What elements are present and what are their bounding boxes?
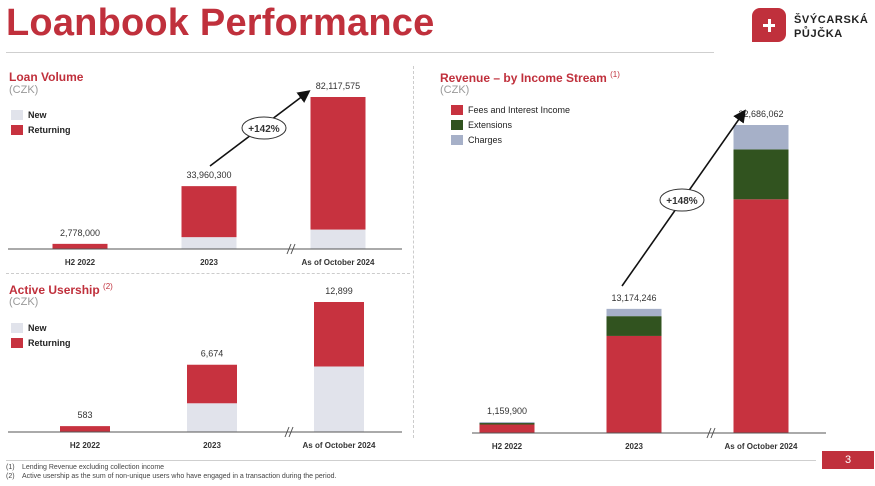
axis-break-revenue-a <box>706 427 712 439</box>
legend-item-extensions: Extensions <box>451 117 570 132</box>
data-label-revenue-1: 13,174,246 <box>611 293 656 303</box>
axis-break-loan_volume-a <box>286 243 292 255</box>
data-label-loan_volume-1: 33,960,300 <box>186 170 231 180</box>
growth-label-revenue: +148% <box>666 196 698 207</box>
data-label-active_usership-2: 12,899 <box>325 286 353 296</box>
loan-volume-title: Loan Volume <box>9 70 84 84</box>
axis-break-active_usership-b <box>288 426 294 438</box>
legend-label-fees: Fees and Interest Income <box>468 104 571 115</box>
data-label-active_usership-1: 6,674 <box>201 349 224 359</box>
active-usership-title: Active Usership (2) <box>9 282 113 297</box>
footnote-2: (2) Active usership as the sum of non-uni… <box>6 472 336 481</box>
bar-loan_volume-2-1 <box>310 97 366 230</box>
axis-break-active_usership-a <box>284 426 290 438</box>
footnote-text: Lending Revenue excluding collection inc… <box>22 464 165 471</box>
bar-revenue-2-2 <box>733 125 789 150</box>
plus-logo-icon <box>752 8 786 42</box>
legend-swatch-extensions <box>451 119 463 130</box>
footnote-number: (1) <box>6 464 15 471</box>
logo-line-1: ŠVÝCARSKÁ <box>794 14 869 26</box>
legend-swatch-returning <box>11 337 23 348</box>
tick-label-revenue-2: As of October 2024 <box>725 442 798 451</box>
axis-break-loan_volume-b <box>290 243 296 255</box>
footnotes: (1) Lending Revenue excluding collection … <box>6 463 336 481</box>
logo-text: ŠVÝCARSKÁ PŮJČKA <box>794 13 868 41</box>
bar-active_usership-1-0 <box>187 403 237 432</box>
legend-item-returning: Returning <box>11 335 71 350</box>
page-number: 3 <box>822 451 874 469</box>
logo-line-2: PŮJČKA <box>794 28 843 40</box>
company-logo: ŠVÝCARSKÁ PŮJČKA <box>752 8 872 46</box>
legend-label-new: New <box>28 322 47 333</box>
growth-label-loan-volume: +142% <box>248 124 280 135</box>
footer-divider <box>6 460 816 461</box>
active-usership-footnote-ref: (2) <box>103 282 113 291</box>
legend-swatch-new <box>11 109 23 120</box>
bar-revenue-0-2 <box>479 422 535 424</box>
legend-swatch-new <box>11 322 23 333</box>
legend-label-returning: Returning <box>28 124 71 135</box>
bar-active_usership-2-1 <box>314 302 364 367</box>
legend-label-extensions: Extensions <box>468 119 513 130</box>
page-title: Loanbook Performance <box>6 2 435 44</box>
legend-label-new: New <box>28 109 47 120</box>
legend-item-charges: Charges <box>451 132 570 147</box>
legend-label-charges: Charges <box>468 134 503 145</box>
bar-loan_volume-0-1 <box>52 243 108 249</box>
title-divider <box>6 52 714 53</box>
bar-loan_volume-2-0 <box>310 229 366 249</box>
tick-label-revenue-1: 2023 <box>625 442 643 451</box>
legend-item-new: New <box>11 320 71 335</box>
footnote-1: (1) Lending Revenue excluding collection … <box>6 463 336 472</box>
legend-swatch-returning <box>11 124 23 135</box>
data-label-loan_volume-2: 82,117,575 <box>316 81 360 91</box>
footnote-text: Active usership as the sum of non-unique… <box>22 473 337 480</box>
bar-revenue-1-2 <box>606 308 662 317</box>
legend-label-returning: Returning <box>28 337 71 348</box>
bar-loan_volume-1-1 <box>181 186 237 238</box>
data-label-active_usership-0: 583 <box>77 410 92 420</box>
bar-revenue-0-0 <box>479 424 535 433</box>
active-usership-unit: (CZK) <box>9 296 39 308</box>
panel-divider-vertical <box>413 66 414 438</box>
legend-item-returning: Returning <box>11 122 71 137</box>
bar-revenue-2-0 <box>733 199 789 433</box>
active-usership-legend: New Returning <box>11 320 71 350</box>
revenue-footnote-ref: (1) <box>610 70 620 79</box>
bar-revenue-0-1 <box>479 422 535 425</box>
legend-swatch-fees <box>451 104 463 115</box>
footnote-number: (2) <box>6 473 15 480</box>
data-label-loan_volume-0: 2,778,000 <box>60 228 100 238</box>
growth-badge-loan-volume <box>241 116 287 140</box>
tick-label-active_usership-0: H2 2022 <box>70 441 101 450</box>
loan-volume-unit: (CZK) <box>9 84 39 96</box>
tick-label-active_usership-2: As of October 2024 <box>303 441 376 450</box>
data-label-revenue-2: 32,686,062 <box>738 109 783 119</box>
bar-active_usership-2-0 <box>314 366 364 432</box>
panel-divider-horizontal <box>6 273 410 274</box>
growth-badge-revenue <box>659 188 705 212</box>
data-label-revenue-0: 1,159,900 <box>487 406 527 416</box>
legend-swatch-charges <box>451 134 463 145</box>
legend-item-fees: Fees and Interest Income <box>451 102 570 117</box>
tick-label-revenue-0: H2 2022 <box>492 442 523 451</box>
revenue-legend: Fees and Interest Income Extensions Char… <box>451 102 570 147</box>
tick-label-active_usership-1: 2023 <box>203 441 221 450</box>
bar-revenue-1-0 <box>606 335 662 433</box>
revenue-unit: (CZK) <box>440 84 470 96</box>
bar-revenue-2-1 <box>733 149 789 200</box>
bar-active_usership-1-1 <box>187 364 237 404</box>
tick-label-loan_volume-0: H2 2022 <box>65 258 96 267</box>
tick-label-loan_volume-2: As of October 2024 <box>302 258 375 267</box>
revenue-title: Revenue – by Income Stream (1) <box>440 70 620 85</box>
bar-loan_volume-1-0 <box>181 237 237 249</box>
tick-label-loan_volume-1: 2023 <box>200 258 218 267</box>
axis-break-revenue-b <box>710 427 716 439</box>
bar-revenue-1-1 <box>606 316 662 336</box>
loan-volume-legend: New Returning <box>11 107 71 137</box>
legend-item-new: New <box>11 107 71 122</box>
bar-active_usership-0-1 <box>60 426 110 432</box>
